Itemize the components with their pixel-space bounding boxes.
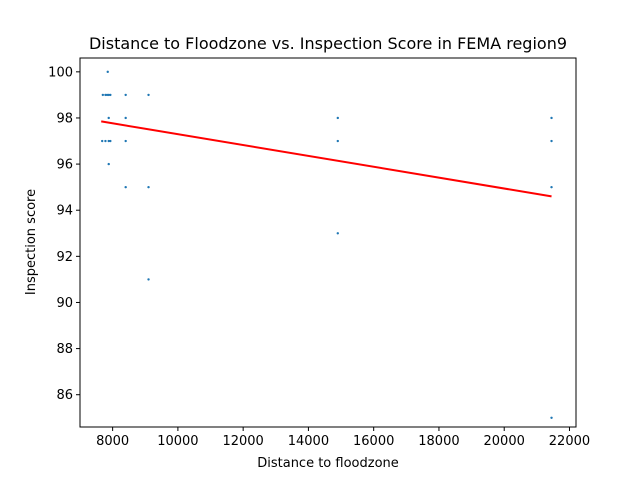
axes-frame xyxy=(79,57,577,428)
data-point-5 xyxy=(109,93,112,97)
x-tick-label: 14000 xyxy=(288,434,329,449)
y-tick-label: 92 xyxy=(56,250,73,265)
x-tick-label: 8000 xyxy=(96,434,129,449)
data-point-3 xyxy=(105,93,109,97)
x-axis-label: Distance to floodzone xyxy=(257,456,399,471)
data-point-19 xyxy=(107,162,110,166)
x-tick-label: 16000 xyxy=(353,434,394,449)
data-point-0 xyxy=(106,70,109,74)
data-point-8 xyxy=(107,116,110,120)
trend-line xyxy=(101,120,552,198)
data-point-9 xyxy=(124,116,127,120)
y-tick-label: 98 xyxy=(56,111,73,126)
y-axis-label: Inspection score xyxy=(24,189,39,295)
y-tick-label: 90 xyxy=(56,296,73,311)
data-point-16 xyxy=(124,139,127,143)
x-tick-label: 22000 xyxy=(549,434,590,449)
data-point-15 xyxy=(109,139,112,143)
y-tick-label: 96 xyxy=(56,158,73,173)
data-point-21 xyxy=(147,185,150,189)
data-point-7 xyxy=(147,93,150,97)
data-point-18 xyxy=(550,139,553,143)
data-point-23 xyxy=(336,232,339,235)
plot-area xyxy=(100,70,553,419)
y-tick-label: 86 xyxy=(56,388,73,403)
x-tick-label: 12000 xyxy=(222,434,263,449)
y-tick-label: 100 xyxy=(48,65,73,80)
data-point-10 xyxy=(336,116,339,120)
x-tick-label: 18000 xyxy=(418,434,459,449)
x-tick-label: 20000 xyxy=(484,434,525,449)
data-point-1 xyxy=(101,93,105,97)
data-point-17 xyxy=(336,139,339,143)
data-point-12 xyxy=(100,139,104,143)
data-point-13 xyxy=(104,139,107,143)
y-tick-label: 94 xyxy=(56,204,73,219)
chart-title: Distance to Floodzone vs. Inspection Sco… xyxy=(89,34,567,53)
data-point-6 xyxy=(124,93,127,97)
x-tick-label: 10000 xyxy=(157,434,198,449)
y-axis: 86 88 90 92 94 96 98 100 xyxy=(48,65,80,403)
data-point-11 xyxy=(550,116,553,120)
data-point-22 xyxy=(550,185,553,189)
x-axis: 8000 10000 12000 14000 16000 18000 20000 22000 xyxy=(96,427,590,449)
data-point-25 xyxy=(550,416,553,419)
data-point-24 xyxy=(147,278,150,281)
data-point-20 xyxy=(124,185,127,189)
y-tick-label: 88 xyxy=(56,342,73,357)
